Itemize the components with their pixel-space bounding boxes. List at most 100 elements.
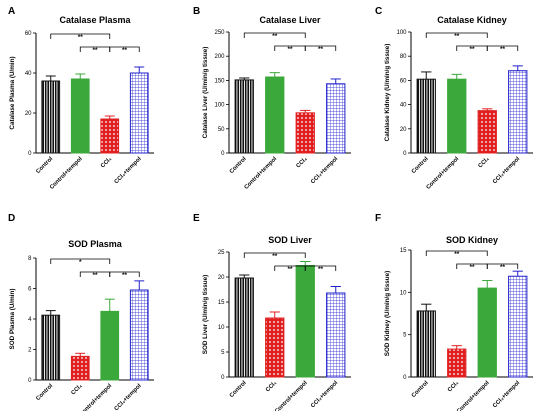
panel-title: SOD Liver [268,235,312,245]
category-label: CCl₄+tempol [310,380,339,409]
category-label: Control [229,156,248,175]
category-label: CCl₄ [265,380,278,393]
significance-label: ** [92,47,98,54]
y-tick-label: 5 [221,350,225,356]
category-label: CCl₄ [70,383,83,396]
category-label: CCl₄+tempol [310,156,339,185]
bar [508,70,528,154]
bar [416,310,436,378]
category-label: CCl₄ [295,156,308,169]
y-tick-label: 20 [218,275,225,281]
significance-label: ** [272,253,278,260]
y-tick-label: 10 [218,325,225,331]
bar [265,76,285,154]
significance-label: ** [287,266,293,273]
bar [326,83,346,154]
bar [70,78,90,154]
significance-bracket [50,258,111,264]
y-tick-label: 200 [214,54,225,60]
panel-c: C Catalase Kidney 0 20 40 60 80 100 Catalase Kid… [375,6,533,191]
category-label: Control+tempol [49,156,84,191]
significance-label: ** [469,264,475,271]
y-axis-label: Catalase Plasma (U/min) [9,56,16,129]
significance-bracket [304,45,337,51]
significance-label: ** [287,46,293,53]
bar [41,80,61,154]
panel-letter: C [375,6,382,17]
category-label: CCl₄ [477,156,490,169]
y-axis-label: Catalase Liver (U/min/g tissue) [202,47,209,139]
category-label: Control+tempol [426,156,461,191]
panel-a: A Catalase Plasma 0 20 40 60 Catalase Plasma (… [8,6,154,191]
category-label: Control [35,383,54,402]
y-tick-label: 10 [400,290,407,296]
significance-label: ** [122,47,128,54]
significance-label: ** [122,272,128,279]
category-label: CCl₄ [447,380,460,393]
category-label: CCl₄ [100,156,113,169]
y-tick-label: 6 [28,287,32,293]
category-label: Control+tempol [274,380,309,411]
panel-f: F SOD Kidney 0 5 10 15 SOD Kidney (U/min/g tis… [375,213,533,411]
significance-label: ** [469,46,475,53]
significance-label: ** [318,266,324,273]
significance-bracket [425,32,488,38]
bar [447,348,467,378]
category-label: CCl₄+tempol [492,156,521,185]
y-tick-label: 50 [218,127,225,133]
significance-bracket [109,271,140,277]
significance-label: * [79,259,82,266]
y-tick-label: 40 [400,103,407,109]
y-tick-label: 0 [221,151,225,157]
panel-letter: E [193,213,200,224]
y-tick-label: 100 [214,103,225,109]
y-tick-label: 4 [28,317,32,323]
panel-title: SOD Kidney [446,235,498,245]
y-tick-label: 8 [28,256,32,262]
significance-label: ** [92,272,98,279]
y-axis-label: SOD Kidney (U/min/g tissue) [384,271,391,356]
significance-label: ** [454,251,460,258]
panel-letter: D [8,213,15,224]
bar [100,310,120,381]
panel-letter: F [375,213,381,224]
significance-bracket [243,32,306,38]
y-tick-label: 100 [396,30,407,36]
bar [477,110,497,154]
bar [295,112,315,154]
bar [416,78,436,154]
y-tick-label: 0 [28,378,32,384]
significance-label: ** [318,46,324,53]
y-tick-label: 80 [400,54,407,60]
bar [508,275,528,378]
bar [100,118,120,154]
y-tick-label: 60 [400,78,407,84]
significance-label: ** [78,34,84,41]
significance-bracket [486,45,519,51]
category-label: Control+tempol [456,380,491,411]
category-label: CCl₄+tempol [114,383,143,411]
bar [129,72,149,154]
y-tick-label: 40 [25,71,32,77]
bar [295,265,315,378]
significance-bracket [109,46,140,52]
bar [447,78,467,154]
y-tick-label: 250 [214,30,225,36]
y-tick-label: 5 [403,333,407,339]
y-axis-label: Catalase Kidney (U/min/g tissue) [384,44,391,142]
y-tick-label: 0 [221,375,225,381]
category-label: Control [411,380,430,399]
panel-title: SOD Plasma [68,239,123,249]
significance-bracket [50,33,111,39]
significance-bracket [304,265,337,271]
y-tick-label: 150 [214,78,225,84]
bar [265,317,285,378]
y-tick-label: 20 [400,127,407,133]
panel-letter: B [193,6,200,17]
category-label: CCl₄+tempol [492,380,521,409]
bar [70,355,90,381]
y-tick-label: 15 [400,248,407,254]
significance-label: ** [500,264,506,271]
bar [477,287,497,378]
